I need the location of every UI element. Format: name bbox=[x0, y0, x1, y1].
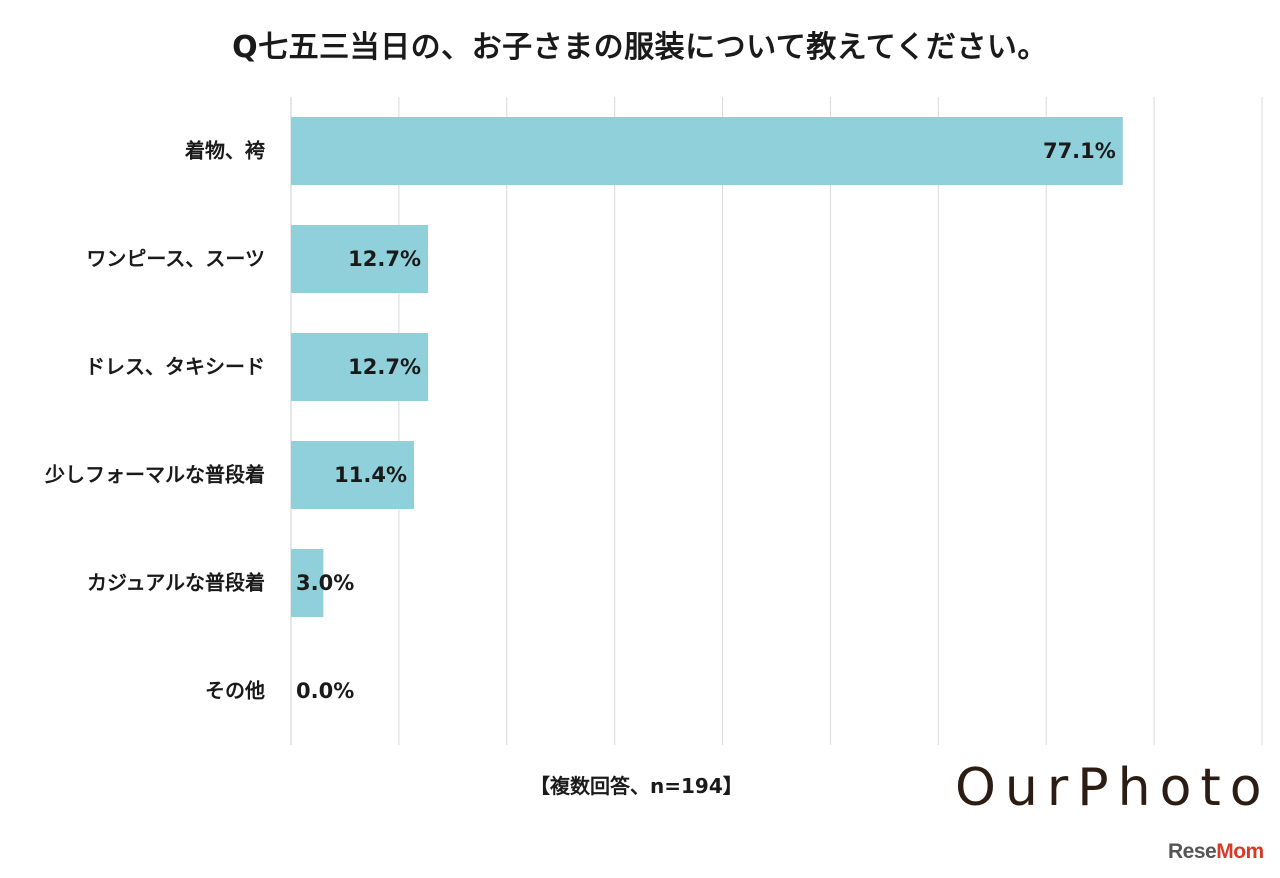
category-label: 着物、袴 bbox=[184, 139, 266, 163]
value-labels: 77.1% 12.7% 12.7% 11.4% 3.0% 0.0% bbox=[296, 139, 1116, 703]
value-label: 77.1% bbox=[1043, 139, 1116, 163]
value-label: 0.0% bbox=[296, 679, 354, 703]
bar bbox=[291, 441, 414, 509]
bar bbox=[291, 333, 429, 401]
category-label: その他 bbox=[205, 679, 265, 703]
sample-note: 【複数回答、n=194】 bbox=[530, 774, 743, 798]
resemom-logo: ReseMom bbox=[1168, 840, 1264, 864]
category-label: ドレス、タキシード bbox=[85, 355, 265, 379]
bar bbox=[291, 117, 1123, 185]
gridlines bbox=[290, 97, 1263, 745]
category-label: ワンピース、スーツ bbox=[86, 247, 265, 271]
ourphoto-logo: OurPhoto bbox=[955, 758, 1271, 818]
bar bbox=[291, 225, 429, 293]
value-label: 12.7% bbox=[348, 247, 421, 271]
category-label: カジュアルな普段着 bbox=[87, 571, 265, 595]
value-label: 12.7% bbox=[348, 355, 421, 379]
category-labels: 着物、袴ワンピース、スーツドレス、タキシード少しフォーマルな普段着カジュアルな普… bbox=[44, 139, 266, 703]
bars bbox=[291, 117, 1123, 617]
category-label: 少しフォーマルな普段着 bbox=[44, 463, 265, 487]
value-label: 11.4% bbox=[334, 463, 407, 487]
value-label: 3.0% bbox=[296, 571, 354, 595]
resemom-logo-mom: Mom bbox=[1216, 840, 1264, 863]
bar bbox=[291, 549, 324, 617]
resemom-logo-rese: Rese bbox=[1168, 840, 1217, 863]
chart-title: Q七五三当日の、お子さまの服装について教えてください。 bbox=[232, 30, 1048, 65]
